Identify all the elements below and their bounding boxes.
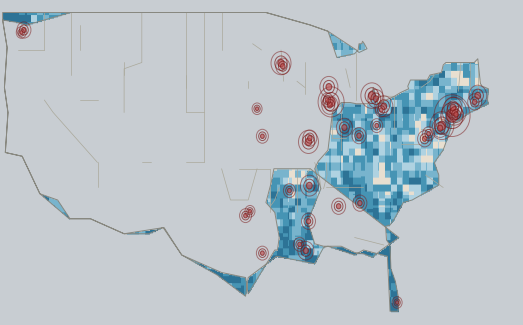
Circle shape (438, 125, 442, 131)
Circle shape (308, 136, 312, 141)
Circle shape (306, 182, 312, 189)
Circle shape (327, 102, 332, 108)
Circle shape (248, 209, 252, 213)
Circle shape (255, 107, 259, 111)
Circle shape (244, 214, 247, 218)
Circle shape (280, 64, 285, 69)
Circle shape (21, 27, 26, 32)
Circle shape (446, 109, 458, 122)
Circle shape (260, 251, 264, 255)
Circle shape (395, 301, 399, 304)
Circle shape (472, 99, 477, 104)
Circle shape (475, 92, 481, 99)
Circle shape (327, 97, 335, 107)
Circle shape (326, 84, 332, 90)
Circle shape (288, 188, 291, 193)
Circle shape (423, 136, 427, 141)
Circle shape (260, 134, 264, 138)
Circle shape (303, 248, 309, 254)
Circle shape (298, 242, 302, 247)
Circle shape (342, 124, 347, 130)
Circle shape (325, 98, 329, 102)
Circle shape (375, 124, 379, 128)
Circle shape (381, 103, 386, 110)
Circle shape (450, 104, 456, 111)
Circle shape (357, 133, 361, 138)
Circle shape (379, 108, 383, 112)
Circle shape (427, 132, 430, 136)
Circle shape (454, 112, 458, 117)
Circle shape (306, 219, 311, 224)
Circle shape (336, 204, 341, 209)
Circle shape (450, 107, 458, 116)
Circle shape (358, 201, 362, 206)
Circle shape (438, 121, 446, 130)
Circle shape (373, 96, 379, 102)
Circle shape (278, 59, 284, 67)
Circle shape (305, 138, 312, 146)
Circle shape (368, 92, 376, 100)
Circle shape (20, 31, 23, 34)
